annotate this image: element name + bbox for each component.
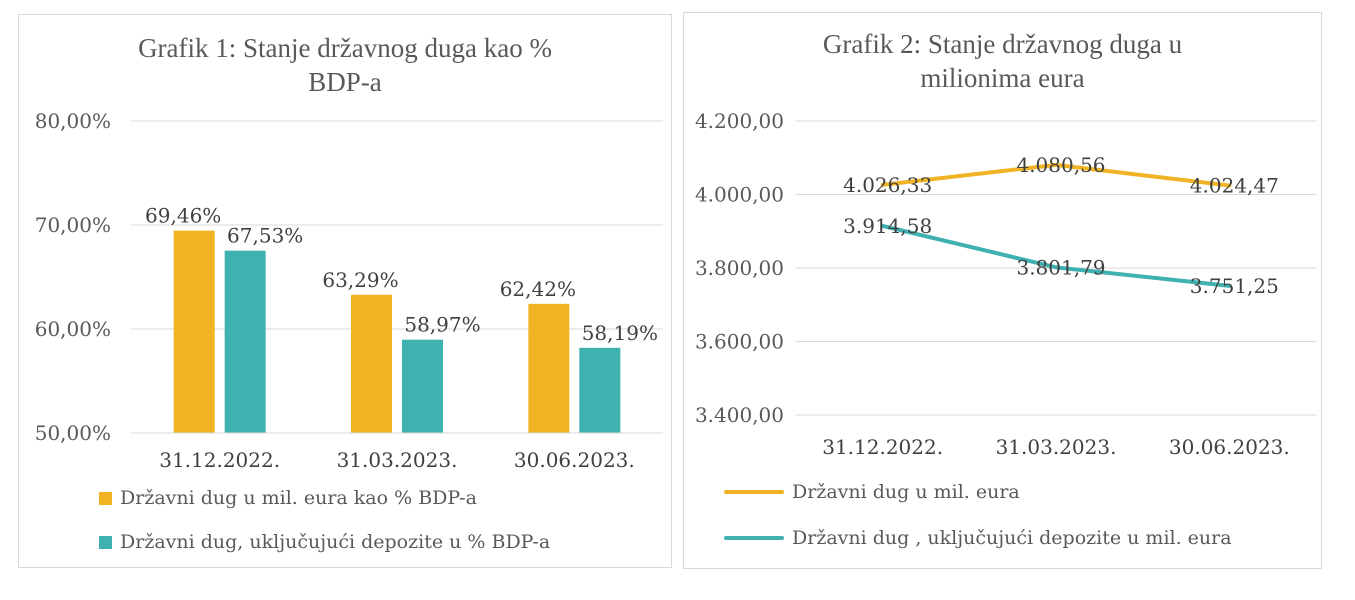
chart-1-bar-2 [224, 250, 266, 433]
chart-2-y-tick-label: 4.000,00 [695, 183, 784, 207]
chart-2-series-line-2 [880, 223, 1232, 288]
chart-2-data-label-2: 3.751,25 [1190, 274, 1279, 298]
chart-1-data-label-1: 69,46% [145, 204, 221, 228]
chart-2-x-tick-label: 31.12.2022. [822, 435, 943, 459]
chart-1-data-label-1: 63,29% [322, 268, 398, 292]
chart-1-panel: Grafik 1: Stanje državnog duga kao % BDP… [18, 14, 672, 568]
chart-1-title: Grafik 1: Stanje državnog duga kao % BDP… [19, 31, 671, 99]
chart-1-legend-item-2: Državni dug, uključujući depozite u % BD… [99, 531, 550, 553]
chart-1-legend-label-1: Državni dug u mil. eura kao % BDP-a [120, 487, 477, 509]
chart-2-legend-item-2: Državni dug , uključujući depozite u mil… [724, 527, 1232, 549]
chart-1-x-tick-label: 31.12.2022. [159, 448, 280, 472]
chart-2-x-tick-label: 31.03.2023. [996, 435, 1117, 459]
chart-1-title-line-2: BDP-a [308, 67, 382, 97]
chart-1-x-tick-label: 30.06.2023. [514, 448, 635, 472]
chart-1-legend-swatch-2 [99, 535, 112, 549]
chart-1-y-tick-label: 70,00% [35, 213, 111, 237]
chart-2-series-line-1 [880, 162, 1232, 188]
chart-1-bar-1 [528, 303, 570, 433]
chart-1-legend-item-1: Državni dug u mil. eura kao % BDP-a [99, 487, 477, 509]
chart-2-data-label-1: 4.080,56 [1016, 153, 1105, 177]
chart-1-x-tick-label: 31.03.2023. [337, 448, 458, 472]
chart-2-y-tick-label: 4.200,00 [695, 109, 784, 133]
chart-2-y-tick-label: 3.600,00 [695, 330, 784, 354]
chart-2-legend-swatch-2 [724, 536, 784, 540]
chart-2-title: Grafik 2: Stanje državnog duga u milioni… [684, 27, 1321, 95]
chart-2-y-tick-label: 3.400,00 [695, 403, 784, 427]
chart-1-legend-label-2: Državni dug, uključujući depozite u % BD… [120, 531, 551, 553]
chart-2-legend-label-2: Državni dug , uključujući depozite u mil… [792, 527, 1232, 549]
chart-1-y-tick-label: 60,00% [35, 317, 111, 341]
chart-2-legend-item-1: Državni dug u mil. eura [724, 481, 1020, 503]
chart-2-legend-swatch-1 [724, 490, 784, 494]
chart-2-plot: 3.400,00 3.600,00 3.800,00 4.000,00 4.200,00… [695, 109, 1316, 459]
chart-1-bar-2 [579, 347, 621, 433]
chart-1-data-label-1: 62,42% [500, 277, 576, 301]
chart-2-data-label-1: 4.024,47 [1190, 174, 1279, 198]
chart-1-data-label-2: 58,97% [404, 313, 480, 337]
chart-2-panel: Grafik 2: Stanje državnog duga u milioni… [683, 12, 1322, 569]
chart-2-y-tick-label: 3.800,00 [695, 256, 784, 280]
chart-1-y-tick-label: 50,00% [35, 421, 111, 445]
chart-1-bar-2 [402, 339, 443, 433]
chart-2-legend-label-1: Državni dug u mil. eura [792, 481, 1020, 503]
chart-1-bar-1 [173, 230, 215, 433]
chart-1-y-tick-label: 80,00% [35, 109, 111, 133]
chart-1-bar-1 [351, 294, 392, 433]
chart-2-data-label-2: 3.914,58 [843, 214, 932, 238]
chart-2-data-label-1: 4.026,33 [843, 173, 932, 197]
chart-2-data-label-2: 3.801,79 [1016, 255, 1105, 279]
chart-1-legend-swatch-1 [99, 491, 112, 505]
chart-2-title-line-1: Grafik 2: Stanje državnog duga u [822, 29, 1183, 59]
chart-2-title-line-2: milionima eura [920, 63, 1085, 93]
chart-1-plot: 50,00% 60,00% 70,00% 80,00% 31.12.2022. 69,46… [35, 109, 663, 472]
chart-1-data-label-2: 67,53% [227, 224, 303, 248]
chart-1-title-line-1: Grafik 1: Stanje državnog duga kao % [138, 33, 552, 63]
chart-2-x-tick-label: 30.06.2023. [1169, 435, 1290, 459]
chart-1-data-label-2: 58,19% [582, 321, 658, 345]
